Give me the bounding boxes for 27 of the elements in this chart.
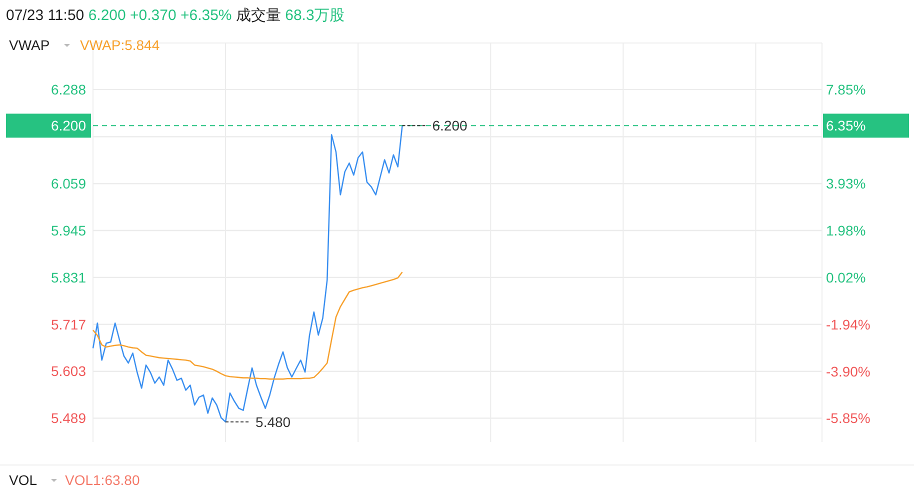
annotation: 6.200 (432, 118, 468, 134)
text: 6.35% (826, 118, 866, 134)
y2-tick-label: 3.93% (826, 176, 866, 192)
y2-tick-label: -5.85% (826, 410, 870, 426)
y2-tick-label: -1.94% (826, 316, 870, 332)
text: VOL1:63.80 (65, 472, 140, 488)
y-tick-label: 5.717 (50, 316, 86, 332)
y2-tick-label: 7.85% (826, 82, 866, 98)
chart-subtitle: 6.200 +0.370 +6.35% (88, 7, 232, 24)
y2-tick-label: 1.98% (826, 222, 866, 238)
ref-line-label: 6.200 (50, 118, 86, 134)
y-tick-label: 5.603 (50, 363, 86, 380)
y-tick-label: 5.945 (50, 222, 86, 239)
text: VOL (9, 472, 38, 488)
text: 成交量 (236, 7, 281, 24)
annotation: VWAP:5.844 (80, 37, 160, 53)
line-series (92, 271, 403, 380)
y-tick-label: 6.288 (50, 81, 86, 98)
annotation: 5.480 (256, 414, 291, 430)
y-tick-label: 5.489 (50, 410, 86, 426)
text: VWAP (9, 37, 50, 53)
chart-title: 07/23 11:50 (6, 7, 84, 24)
y-tick-label: 6.059 (50, 176, 86, 192)
y2-tick-label: 0.02% (826, 269, 866, 286)
y2-tick-label: -3.90% (826, 363, 870, 380)
text: 68.3万股 (285, 7, 344, 24)
y-tick-label: 5.831 (50, 269, 86, 286)
